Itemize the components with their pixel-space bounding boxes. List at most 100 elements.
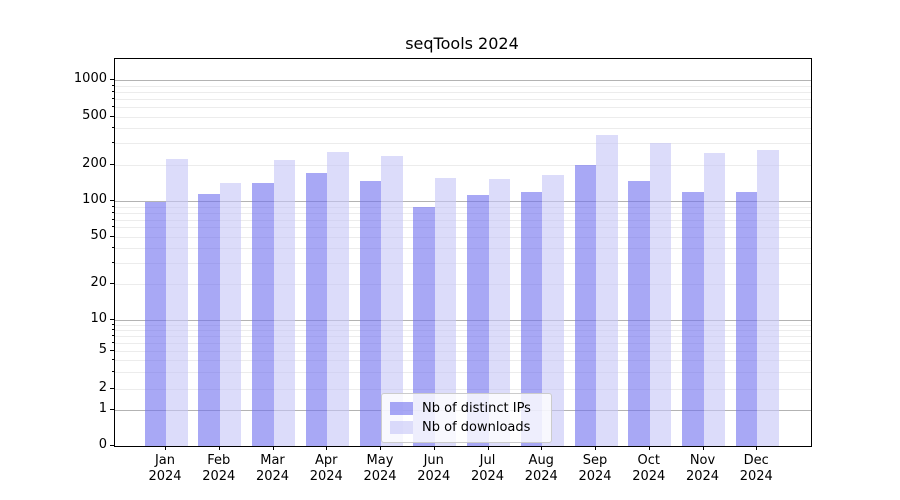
y-minor-tick-400 [111, 127, 114, 129]
legend: Nb of distinct IPs Nb of downloads [381, 393, 552, 443]
x-tick-jan [165, 446, 166, 450]
gridline-10 [115, 320, 811, 322]
bar-downloads-may [381, 156, 403, 446]
gridline-1000 [115, 80, 811, 81]
y-minor-tick-8 [111, 329, 114, 331]
legend-row-distinct-ips: Nb of distinct IPs [390, 399, 542, 418]
bar-distinct-ips-oct [628, 180, 650, 446]
bar-distinct-ips-jul [467, 195, 489, 446]
y-tick-label-200: 200 [82, 155, 107, 171]
y-minor-tick-600 [111, 105, 114, 107]
bar-downloads-jul [488, 179, 510, 446]
y-minor-tick-7 [111, 335, 114, 337]
bar-downloads-jun [434, 178, 457, 446]
chart-title: seqTools 2024 [405, 34, 519, 53]
y-tick-10 [109, 319, 114, 321]
bar-distinct-ips-sep [574, 165, 596, 446]
x-tick-label-oct: Oct 2024 [632, 453, 666, 484]
gridline-80 [115, 212, 811, 214]
y-minor-tick-900 [111, 84, 114, 86]
y-tick-1000 [109, 79, 114, 80]
bar-distinct-ips-feb [198, 194, 220, 446]
legend-row-downloads: Nb of downloads [390, 418, 542, 437]
y-minor-tick-4 [111, 359, 114, 361]
x-tick-may [380, 446, 381, 450]
gridline-4 [115, 360, 811, 362]
gridline-400 [115, 128, 811, 130]
bar-distinct-ips-aug [520, 192, 543, 446]
x-tick-label-jun: Jun 2024 [417, 453, 451, 484]
gridline-3 [115, 372, 811, 374]
x-tick-aug [541, 446, 543, 450]
y-minor-tick-700 [111, 97, 114, 99]
gridline-20 [115, 284, 811, 286]
bar-downloads-aug [542, 174, 564, 446]
bar-downloads-sep [596, 135, 618, 446]
x-tick-label-dec: Dec 2024 [739, 453, 773, 484]
y-tick-label-10: 10 [90, 311, 107, 327]
y-tick-label-2: 2 [98, 379, 107, 395]
legend-label-downloads: Nb of downloads [422, 420, 531, 435]
x-tick-nov [702, 446, 704, 450]
legend-swatch-downloads [390, 421, 413, 434]
y-tick-label-0: 0 [98, 437, 107, 452]
bar-downloads-mar [273, 159, 295, 446]
x-tick-mar [272, 446, 274, 450]
y-minor-tick-30 [111, 262, 114, 264]
x-tick-apr [326, 446, 328, 450]
x-tick-label-feb: Feb 2024 [202, 453, 236, 484]
gridline-800 [115, 91, 811, 93]
x-tick-label-mar: Mar 2024 [255, 453, 290, 484]
x-tick-label-may: May 2024 [363, 453, 397, 484]
gridline-100 [115, 201, 811, 203]
gridline-600 [115, 106, 811, 108]
plot-area: Nb of distinct IPs Nb of downloads [114, 58, 812, 447]
bar-distinct-ips-mar [252, 183, 274, 446]
x-tick-label-sep: Sep 2024 [578, 453, 612, 484]
x-tick-label-jan: Jan 2024 [148, 453, 182, 484]
gridline-40 [115, 248, 811, 250]
bar-distinct-ips-jan [144, 202, 166, 446]
bar-downloads-nov [703, 153, 725, 446]
y-minor-tick-80 [111, 211, 114, 213]
y-tick-2 [109, 387, 114, 389]
gridline-500 [115, 116, 811, 118]
gridline-900 [115, 85, 811, 87]
x-tick-label-nov: Nov 2024 [685, 453, 720, 484]
x-tick-label-aug: Aug 2024 [524, 453, 558, 484]
y-tick-20 [109, 283, 114, 285]
gridline-7 [115, 336, 811, 338]
x-tick-feb [218, 446, 220, 450]
y-minor-tick-300 [111, 142, 114, 144]
bar-downloads-feb [219, 182, 242, 446]
y-tick-label-100: 100 [82, 192, 107, 208]
x-tick-label-jul: Jul 2024 [470, 453, 505, 484]
gridline-5 [115, 351, 811, 352]
bar-distinct-ips-nov [682, 191, 704, 446]
y-minor-tick-90 [111, 205, 114, 207]
y-tick-label-5: 5 [98, 342, 107, 357]
gridline-90 [115, 206, 811, 208]
bar-distinct-ips-jun [413, 206, 435, 446]
y-minor-tick-800 [111, 90, 114, 92]
y-tick-label-20: 20 [90, 275, 107, 291]
y-minor-tick-9 [111, 323, 114, 325]
gridline-70 [115, 219, 811, 221]
y-tick-label-500: 500 [82, 107, 107, 123]
y-minor-tick-40 [111, 247, 114, 249]
x-tick-sep [595, 446, 596, 450]
y-tick-label-1000: 1000 [73, 71, 107, 86]
y-tick-0 [109, 445, 114, 446]
legend-swatch-distinct-ips [390, 402, 413, 415]
x-tick-oct [648, 446, 650, 450]
bar-downloads-apr [327, 152, 349, 446]
y-tick-1 [109, 409, 114, 410]
y-tick-100 [109, 200, 114, 202]
gridline-6 [115, 342, 811, 344]
y-tick-label-1: 1 [98, 401, 107, 416]
legend-label-distinct-ips: Nb of distinct IPs [422, 401, 531, 416]
y-tick-5 [109, 350, 114, 351]
gridline-700 [115, 98, 811, 100]
x-tick-jun [433, 446, 435, 450]
